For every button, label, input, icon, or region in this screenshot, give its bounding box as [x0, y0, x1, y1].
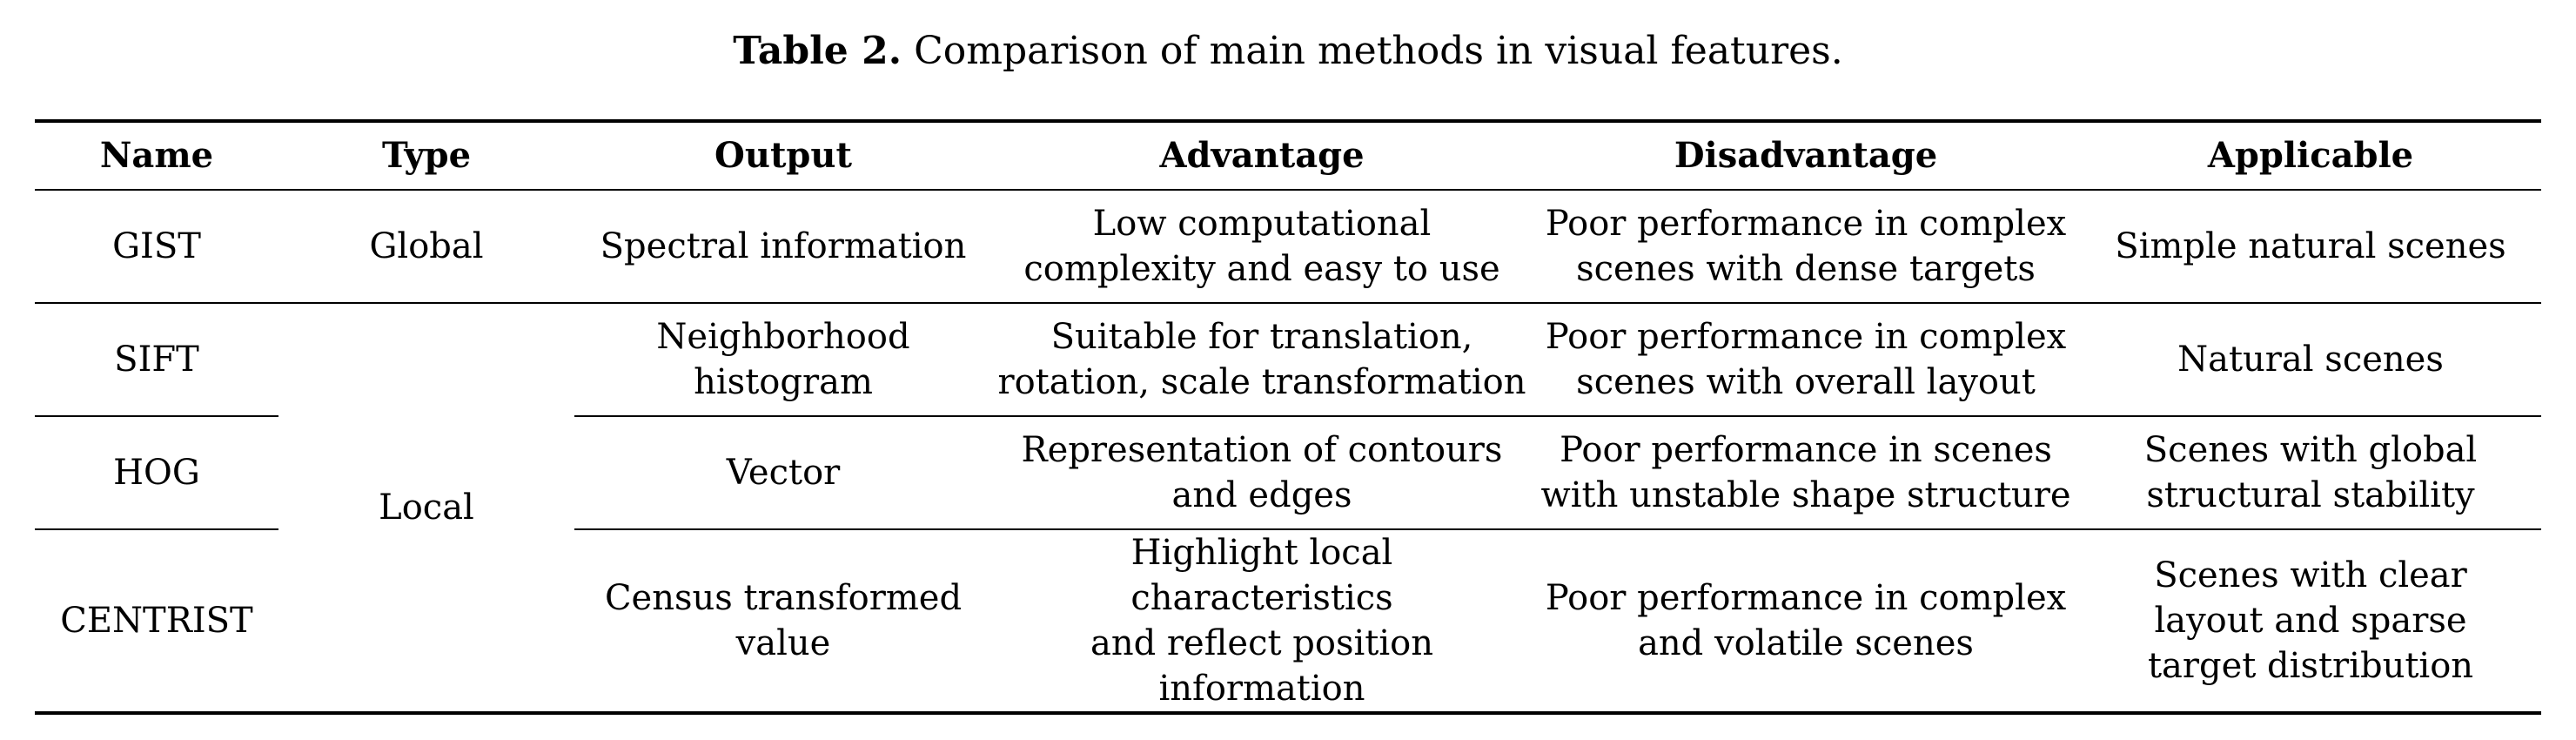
cell-disadvantage: Poor performance in scenes with unstable … [1532, 416, 2080, 530]
header-advantage: Advantage [992, 121, 1532, 191]
comparison-table: Name Type Output Advantage Disadvantage … [35, 119, 2541, 715]
cell-name: GIST [35, 190, 278, 304]
cell-line: information [1158, 669, 1365, 709]
table-row: CENTRIST Census transformed value Highlig… [35, 529, 2541, 713]
cell-type: Local [379, 488, 474, 528]
cell-line: scenes with dense targets [1576, 249, 2036, 289]
cell-line: value [735, 623, 831, 663]
cell-advantage: Low computational complexity and easy to … [992, 190, 1532, 304]
cell-applicable: Scenes with clear layout and sparse target… [2080, 529, 2541, 713]
header-applicable: Applicable [2080, 121, 2541, 191]
table-caption-label: Table 2. [733, 29, 902, 73]
cell-disadvantage: Poor performance in complex and volatile … [1532, 529, 2080, 713]
cell-line: and reflect position [1090, 623, 1433, 663]
cell-line: Neighborhood [656, 317, 910, 357]
cell-applicable: Natural scenes [2080, 303, 2541, 417]
cell-disadvantage: Poor performance in complex scenes with o… [1532, 303, 2080, 417]
cell-line: Highlight local characteristics [1130, 533, 1393, 618]
cell-output: Spectral information [574, 190, 992, 304]
cell-line: layout and sparse [2154, 601, 2467, 641]
cell-line: Scenes with clear [2154, 555, 2467, 595]
cell-line: Scenes with global [2143, 430, 2478, 470]
header-type: Type [278, 121, 574, 191]
table-row: HOG Vector Representation of contours and… [35, 416, 2541, 530]
cell-line: Poor performance in complex [1545, 317, 2067, 357]
cell-line: Simple natural scenes [2115, 226, 2506, 266]
cell-line: Natural scenes [2177, 340, 2444, 380]
header-output: Output [574, 121, 992, 191]
cell-name: HOG [35, 416, 278, 530]
cell-line: and volatile scenes [1638, 623, 1974, 663]
cell-disadvantage: Poor performance in complex scenes with d… [1532, 190, 2080, 304]
cell-line: structural stability [2146, 475, 2475, 515]
cell-line: Vector [726, 453, 841, 493]
cell-output: Vector [574, 416, 992, 530]
header-name: Name [35, 121, 278, 191]
cell-line: target distribution [2147, 646, 2474, 686]
cell-line: rotation, scale transformation [997, 362, 1526, 402]
cell-line: and edges [1171, 475, 1352, 515]
cell-line: Spectral information [600, 226, 967, 266]
cell-line: Representation of contours [1021, 430, 1503, 470]
cell-name: CENTRIST [60, 601, 253, 641]
cell-type: Global [278, 190, 574, 304]
cell-line: Poor performance in complex [1545, 204, 2067, 244]
cell-line: complexity and easy to use [1023, 249, 1500, 289]
cell-line: Suitable for translation, [1050, 317, 1473, 357]
cell-line: Low computational [1092, 204, 1432, 244]
header-disadvantage: Disadvantage [1532, 121, 2080, 191]
table-row: SIFT Local Neighborhood histogram Suitabl… [35, 303, 2541, 528]
cell-output: Census transformed value [574, 529, 992, 713]
table-caption-text: Comparison of main methods in visual fea… [914, 29, 1843, 73]
cell-line: histogram [694, 362, 873, 402]
cell-advantage: Representation of contours and edges [992, 416, 1532, 530]
cell-line: Poor performance in scenes [1560, 430, 2052, 470]
table-row: GIST Global Spectral information Low com… [35, 190, 2541, 304]
cell-name: SIFT [35, 303, 278, 417]
cell-advantage: Suitable for translation, rotation, scale… [992, 303, 1532, 417]
table-header-row: Name Type Output Advantage Disadvantage … [35, 121, 2541, 191]
table-caption: Table 2. Comparison of main methods in v… [0, 21, 2576, 82]
cell-line: scenes with overall layout [1576, 362, 2036, 402]
cell-applicable: Simple natural scenes [2080, 190, 2541, 304]
cell-line: Poor performance in complex [1545, 578, 2067, 618]
cell-line: with unstable shape structure [1540, 475, 2071, 515]
cell-output: Neighborhood histogram [574, 303, 992, 417]
cell-line: Census transformed [604, 578, 963, 618]
cell-advantage: Highlight local characteristics and refle… [992, 529, 1532, 713]
cell-applicable: Scenes with global structural stability [2080, 416, 2541, 530]
